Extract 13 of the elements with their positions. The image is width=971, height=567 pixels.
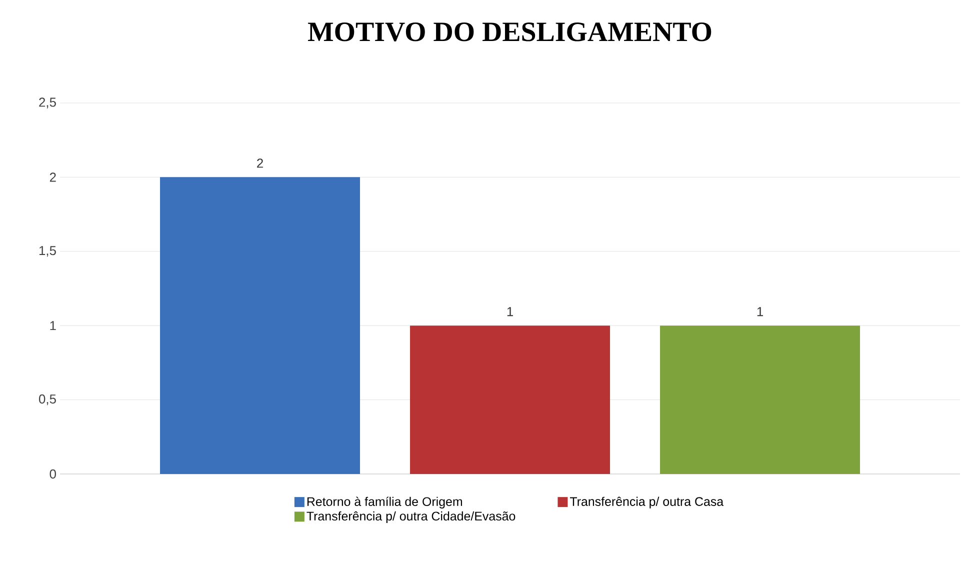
legend-label: Transferência p/ outra Cidade/Evasão [306,511,516,524]
y-tick-label: 2,5 [39,98,56,108]
y-tick-label: 0,5 [38,394,56,406]
y-tick-label: 1,5 [39,246,56,257]
data-label: 2 [257,158,263,168]
data-label: 1 [507,307,513,316]
legend-label: Retorno à família de Origem [307,496,462,508]
legend-label: Transferência p/ outra Casa [570,496,724,508]
y-tick-label: 2 [50,172,56,182]
y-tick-label: 1 [50,321,56,330]
chart-title: MOTIVO DO DESLIGAMENTO [308,22,712,42]
data-label: 1 [757,307,763,316]
y-tick-label: 0 [50,469,56,479]
